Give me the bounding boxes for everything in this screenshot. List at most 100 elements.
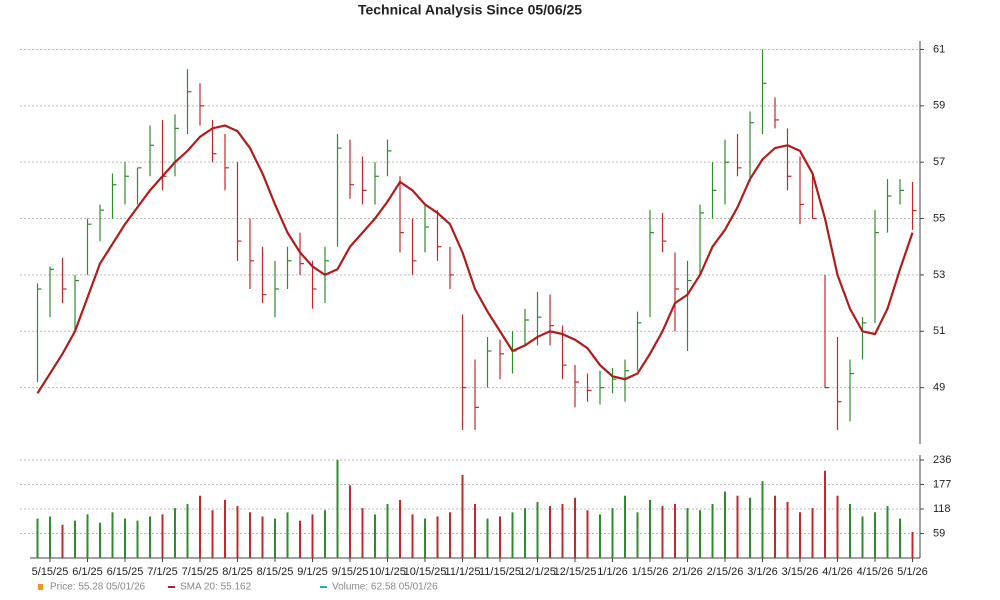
legend-label: Volume: 62.58 05/01/26: [332, 582, 438, 593]
volume-bar: [286, 512, 289, 558]
y-tick-label: 177: [933, 478, 951, 490]
volume-bar: [774, 495, 776, 558]
volume-bar: [886, 506, 889, 558]
x-tick-label: 9/1/25: [297, 566, 328, 578]
volume-bar: [461, 474, 464, 558]
volume-bar: [174, 508, 176, 558]
volume-bar: [674, 504, 676, 558]
volume-bar: [224, 499, 226, 558]
volume-bar: [624, 495, 626, 558]
y-tick-label: 55: [933, 212, 945, 224]
volume-bar: [124, 518, 126, 558]
x-tick-label: 5/15/25: [32, 566, 69, 578]
volume-bar: [861, 516, 864, 558]
volume-bar: [236, 506, 239, 558]
sma-line: [36, 124, 914, 394]
volume-bar: [374, 514, 376, 558]
volume-bar: [524, 508, 526, 558]
volume-bar: [586, 510, 589, 558]
y-tick-label: 118: [933, 503, 951, 515]
volume-bar: [324, 510, 326, 558]
volume-bar: [849, 504, 851, 558]
x-tick-label: 12/1/25: [519, 566, 556, 578]
volume-bar: [386, 504, 389, 558]
y-tick-label: 59: [933, 100, 945, 112]
volume-bar: [186, 504, 189, 558]
x-tick-label: 3/15/26: [782, 566, 819, 578]
x-tick-label: 2/1/26: [672, 566, 703, 578]
volume-bar: [311, 514, 314, 558]
volume-bar: [499, 516, 501, 558]
x-tick-label: 10/15/25: [404, 566, 447, 578]
volume-bar: [136, 520, 139, 558]
x-tick-label: 4/15/26: [857, 566, 894, 578]
volume-bar: [149, 516, 151, 558]
y-tick-label: 51: [933, 325, 945, 337]
volume-bar: [511, 512, 514, 558]
volume-bar: [424, 518, 426, 558]
x-tick-label: 4/1/26: [822, 566, 853, 578]
volume-bar: [611, 508, 614, 558]
x-tick-label: 6/15/25: [107, 566, 144, 578]
legend-label: Price: 55.28 05/01/26: [50, 582, 146, 593]
volume-bar: [99, 522, 101, 558]
volume-bar: [411, 514, 414, 558]
volume-bar: [599, 514, 601, 558]
volume-bar: [661, 506, 664, 558]
volume-bar: [824, 470, 826, 558]
volume-bar: [799, 512, 801, 558]
volume-bar: [736, 495, 739, 558]
volume-bar: [874, 512, 876, 558]
volume-bar: [61, 524, 64, 558]
volume-bar: [636, 512, 639, 558]
volume-bar: [249, 512, 251, 558]
x-tick-label: 11/1/25: [445, 566, 481, 578]
volume-bar: [436, 516, 439, 558]
volume-bar: [699, 510, 701, 558]
volume-bar: [836, 495, 839, 558]
volume-bar: [36, 518, 39, 558]
volume-bar: [336, 459, 339, 558]
legend-marker: [38, 584, 43, 590]
volume-bar: [399, 499, 401, 558]
volume-bar: [74, 520, 76, 558]
volume-bar: [111, 512, 114, 558]
volume-bar: [549, 506, 551, 558]
y-tick-label: 59: [933, 527, 945, 539]
x-tick-label: 2/15/26: [707, 566, 744, 578]
volume-bar: [199, 495, 201, 558]
x-tick-label: 3/1/26: [747, 566, 778, 578]
volume-bar: [911, 532, 914, 558]
y-tick-label: 236: [933, 454, 951, 466]
volume-bar: [49, 516, 51, 558]
x-tick-label: 6/1/25: [72, 566, 103, 578]
volume-bar: [486, 518, 489, 558]
volume-bar: [86, 514, 89, 558]
volume-bar: [361, 508, 364, 558]
volume-bar: [649, 499, 651, 558]
volume-bar: [574, 497, 576, 558]
x-tick-label: 7/1/25: [147, 566, 178, 578]
volume-bar: [811, 508, 814, 558]
y-tick-label: 53: [933, 269, 945, 281]
x-tick-label: 11/15/25: [479, 566, 521, 578]
volume-bar: [349, 485, 351, 558]
volume-bar: [686, 508, 689, 558]
volume-bar: [536, 501, 539, 558]
x-tick-label: 5/1/26: [897, 566, 928, 578]
x-tick-label: 10/1/25: [369, 566, 406, 578]
y-tick-label: 57: [933, 156, 945, 168]
volume-bar: [724, 491, 726, 558]
volume-bar: [749, 497, 751, 558]
volume-bar: [449, 512, 451, 558]
x-tick-label: 9/15/25: [332, 566, 369, 578]
y-tick-label: 49: [933, 382, 945, 394]
volume-bar: [899, 518, 901, 558]
volume-bar: [161, 514, 164, 558]
volume-bar: [474, 504, 476, 558]
volume-bar: [274, 518, 276, 558]
x-tick-label: 7/15/25: [182, 566, 219, 578]
x-tick-label: 8/1/25: [222, 566, 253, 578]
